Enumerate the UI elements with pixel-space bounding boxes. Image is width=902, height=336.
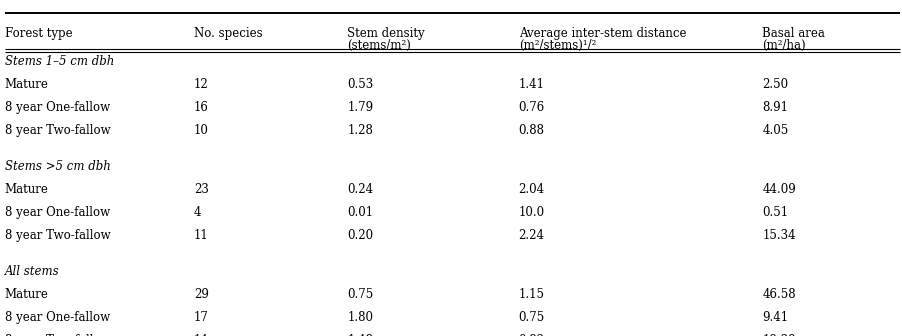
Text: 0.75: 0.75 bbox=[347, 288, 373, 301]
Text: 14: 14 bbox=[194, 334, 208, 336]
Text: 44.09: 44.09 bbox=[762, 183, 796, 196]
Text: Mature: Mature bbox=[5, 78, 49, 91]
Text: 1.15: 1.15 bbox=[519, 288, 545, 301]
Text: 0.24: 0.24 bbox=[347, 183, 373, 196]
Text: Stem density: Stem density bbox=[347, 27, 425, 40]
Text: 4: 4 bbox=[194, 206, 201, 219]
Text: 8 year Two-fallow: 8 year Two-fallow bbox=[5, 229, 110, 242]
Text: 2.50: 2.50 bbox=[762, 78, 788, 91]
Text: 4.05: 4.05 bbox=[762, 124, 788, 137]
Text: (m²/stems)¹/²: (m²/stems)¹/² bbox=[519, 39, 596, 52]
Text: 2.04: 2.04 bbox=[519, 183, 545, 196]
Text: 16: 16 bbox=[194, 101, 208, 114]
Text: 10.0: 10.0 bbox=[519, 206, 545, 219]
Text: 10: 10 bbox=[194, 124, 208, 137]
Text: Mature: Mature bbox=[5, 288, 49, 301]
Text: 0.82: 0.82 bbox=[519, 334, 545, 336]
Text: 1.28: 1.28 bbox=[347, 124, 373, 137]
Text: 46.58: 46.58 bbox=[762, 288, 796, 301]
Text: 0.53: 0.53 bbox=[347, 78, 373, 91]
Text: Mature: Mature bbox=[5, 183, 49, 196]
Text: All stems: All stems bbox=[5, 265, 60, 278]
Text: 2.24: 2.24 bbox=[519, 229, 545, 242]
Text: 8 year One-fallow: 8 year One-fallow bbox=[5, 311, 110, 324]
Text: 0.20: 0.20 bbox=[347, 229, 373, 242]
Text: 1.79: 1.79 bbox=[347, 101, 373, 114]
Text: 8 year One-fallow: 8 year One-fallow bbox=[5, 206, 110, 219]
Text: 29: 29 bbox=[194, 288, 208, 301]
Text: 8.91: 8.91 bbox=[762, 101, 788, 114]
Text: (stems/m²): (stems/m²) bbox=[347, 39, 411, 52]
Text: 12: 12 bbox=[194, 78, 208, 91]
Text: Stems >5 cm dbh: Stems >5 cm dbh bbox=[5, 160, 110, 173]
Text: 0.76: 0.76 bbox=[519, 101, 545, 114]
Text: (m²/ha): (m²/ha) bbox=[762, 39, 805, 52]
Text: 1.48: 1.48 bbox=[347, 334, 373, 336]
Text: 1.41: 1.41 bbox=[519, 78, 545, 91]
Text: 8 year One-fallow: 8 year One-fallow bbox=[5, 101, 110, 114]
Text: Average inter-stem distance: Average inter-stem distance bbox=[519, 27, 686, 40]
Text: 8 year Two-fallow: 8 year Two-fallow bbox=[5, 334, 110, 336]
Text: 0.01: 0.01 bbox=[347, 206, 373, 219]
Text: 15.34: 15.34 bbox=[762, 229, 796, 242]
Text: 9.41: 9.41 bbox=[762, 311, 788, 324]
Text: 8 year Two-fallow: 8 year Two-fallow bbox=[5, 124, 110, 137]
Text: 0.75: 0.75 bbox=[519, 311, 545, 324]
Text: Basal area: Basal area bbox=[762, 27, 825, 40]
Text: 11: 11 bbox=[194, 229, 208, 242]
Text: 1.80: 1.80 bbox=[347, 311, 373, 324]
Text: 0.88: 0.88 bbox=[519, 124, 545, 137]
Text: 0.51: 0.51 bbox=[762, 206, 788, 219]
Text: 23: 23 bbox=[194, 183, 208, 196]
Text: 17: 17 bbox=[194, 311, 208, 324]
Text: Stems 1–5 cm dbh: Stems 1–5 cm dbh bbox=[5, 55, 114, 69]
Text: No. species: No. species bbox=[194, 27, 262, 40]
Text: 19.39: 19.39 bbox=[762, 334, 796, 336]
Text: Forest type: Forest type bbox=[5, 27, 72, 40]
